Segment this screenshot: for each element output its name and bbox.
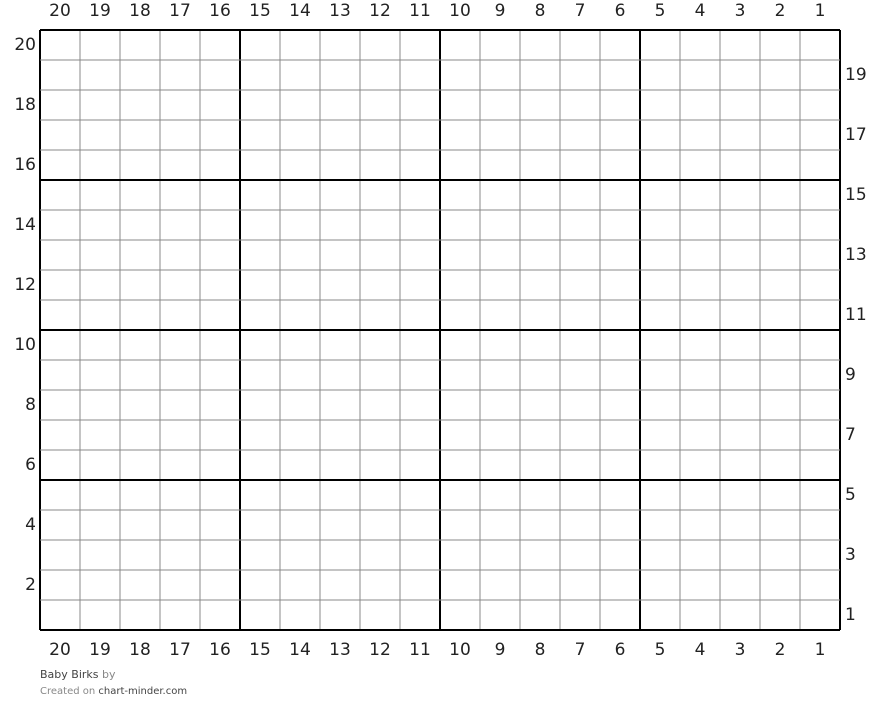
column-label-bottom: 1 bbox=[815, 640, 826, 660]
row-label-right: 5 bbox=[845, 485, 856, 505]
column-label-bottom: 17 bbox=[169, 640, 191, 660]
row-label-right: 1 bbox=[845, 605, 856, 625]
column-label-top: 3 bbox=[735, 1, 746, 21]
column-label-top: 11 bbox=[409, 1, 431, 21]
column-label-top: 13 bbox=[329, 1, 351, 21]
column-label-bottom: 14 bbox=[289, 640, 311, 660]
column-label-bottom: 2 bbox=[775, 640, 786, 660]
column-label-top: 16 bbox=[209, 1, 231, 21]
site-link[interactable]: chart-minder.com bbox=[98, 686, 188, 697]
row-label-right: 7 bbox=[845, 425, 856, 445]
column-label-top: 18 bbox=[129, 1, 151, 21]
column-label-bottom: 3 bbox=[735, 640, 746, 660]
column-label-top: 5 bbox=[655, 1, 666, 21]
column-label-top: 12 bbox=[369, 1, 391, 21]
column-label-bottom: 20 bbox=[49, 640, 71, 660]
chart-title: Baby Birks bbox=[40, 668, 99, 681]
row-label-right: 11 bbox=[845, 305, 867, 325]
column-label-bottom: 8 bbox=[535, 640, 546, 660]
column-label-top: 6 bbox=[615, 1, 626, 21]
row-label-left: 2 bbox=[25, 575, 36, 595]
column-label-bottom: 10 bbox=[449, 640, 471, 660]
row-label-right: 9 bbox=[845, 365, 856, 385]
column-label-bottom: 4 bbox=[695, 640, 706, 660]
row-label-left: 6 bbox=[25, 455, 36, 475]
column-label-top: 17 bbox=[169, 1, 191, 21]
row-label-right: 17 bbox=[845, 125, 867, 145]
chart-title-line: Baby Birks by bbox=[40, 668, 116, 681]
column-label-bottom: 16 bbox=[209, 640, 231, 660]
column-label-bottom: 6 bbox=[615, 640, 626, 660]
column-label-bottom: 7 bbox=[575, 640, 586, 660]
column-label-top: 10 bbox=[449, 1, 471, 21]
column-label-top: 19 bbox=[89, 1, 111, 21]
row-label-left: 10 bbox=[14, 335, 36, 355]
column-label-bottom: 19 bbox=[89, 640, 111, 660]
created-on-text: Created on bbox=[40, 686, 96, 697]
column-label-top: 20 bbox=[49, 1, 71, 21]
row-label-left: 16 bbox=[14, 155, 36, 175]
column-label-bottom: 9 bbox=[495, 640, 506, 660]
column-label-top: 2 bbox=[775, 1, 786, 21]
column-label-top: 4 bbox=[695, 1, 706, 21]
by-text: by bbox=[102, 668, 116, 681]
row-label-left: 20 bbox=[14, 35, 36, 55]
row-label-right: 13 bbox=[845, 245, 867, 265]
column-label-top: 14 bbox=[289, 1, 311, 21]
column-label-bottom: 5 bbox=[655, 640, 666, 660]
column-label-bottom: 11 bbox=[409, 640, 431, 660]
column-label-bottom: 13 bbox=[329, 640, 351, 660]
row-label-left: 18 bbox=[14, 95, 36, 115]
column-label-bottom: 12 bbox=[369, 640, 391, 660]
row-label-left: 8 bbox=[25, 395, 36, 415]
created-on-line: Created on chart-minder.com bbox=[40, 686, 187, 697]
column-label-top: 1 bbox=[815, 1, 826, 21]
column-label-bottom: 15 bbox=[249, 640, 271, 660]
knitting-chart-grid: 2020191918181717161615151414131312121111… bbox=[14, 1, 867, 660]
column-label-bottom: 18 bbox=[129, 640, 151, 660]
column-label-top: 15 bbox=[249, 1, 271, 21]
row-label-left: 12 bbox=[14, 275, 36, 295]
row-label-right: 3 bbox=[845, 545, 856, 565]
row-label-right: 19 bbox=[845, 65, 867, 85]
row-label-left: 14 bbox=[14, 215, 36, 235]
row-label-right: 15 bbox=[845, 185, 867, 205]
column-label-top: 8 bbox=[535, 1, 546, 21]
column-label-top: 7 bbox=[575, 1, 586, 21]
column-label-top: 9 bbox=[495, 1, 506, 21]
row-label-left: 4 bbox=[25, 515, 36, 535]
